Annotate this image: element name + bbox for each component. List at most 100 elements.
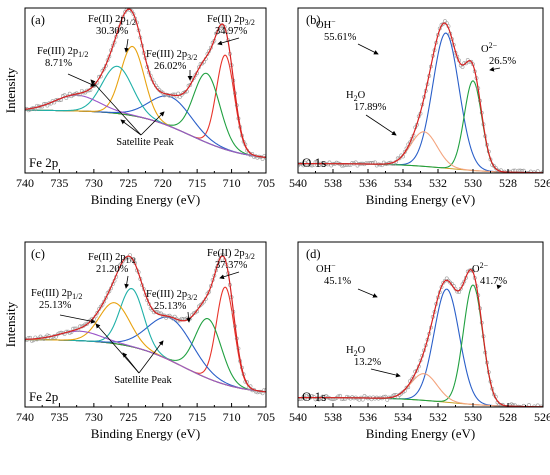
- peak-annotation: Fe(III) 2p1/2 8.71%: [37, 46, 88, 69]
- annotation-percent: 25.13%: [39, 300, 72, 311]
- x-tick-label: 534: [394, 410, 412, 424]
- annotation-subscript: 1/2: [78, 50, 88, 59]
- annotation-subscript: 3/2: [187, 293, 197, 302]
- data-point: [345, 394, 349, 399]
- x-tick-label: 526: [534, 176, 550, 190]
- peak-annotation: Fe(III) 2p1/2 25.13%: [31, 288, 82, 311]
- raw-data-points: [298, 268, 543, 407]
- plot-inner: [298, 19, 543, 173]
- data-point: [188, 83, 193, 87]
- data-point: [119, 261, 124, 266]
- annotation-percent: 25.13%: [154, 301, 187, 312]
- peak-annotation: O2− 41.7%: [472, 261, 507, 287]
- fit-component-2: [298, 80, 543, 173]
- annotation-subscript: 1/2: [126, 256, 136, 265]
- fit-component-1: [298, 32, 543, 173]
- annotation-superscript: −: [331, 261, 336, 270]
- x-tick-label: 538: [324, 410, 342, 424]
- x-tick-label: 705: [257, 410, 275, 424]
- satellite-peak-label: Satellite Peak: [114, 375, 172, 386]
- x-tick-label: 715: [188, 176, 206, 190]
- peak-annotation: O2− 26.5%: [481, 41, 516, 67]
- peak-annotation: H2O 13.2%: [346, 345, 381, 368]
- annotation-arrow: [370, 368, 401, 378]
- annotation-arrow: [59, 314, 96, 324]
- data-point: [95, 310, 100, 315]
- fit-component-1: [298, 288, 543, 407]
- x-tick-label: 735: [50, 410, 68, 424]
- x-tick-label: 710: [223, 410, 241, 424]
- panel-d: 540 538 536 534 532 530 528 526 Binding Energy (…: [289, 241, 550, 441]
- satellite-arrow: [122, 352, 140, 374]
- x-tick-label: 710: [223, 176, 241, 190]
- peak-annotation: Fe(II) 2p1/2 30.30%: [88, 14, 136, 37]
- annotation-arrow: [357, 288, 378, 298]
- annotation-subscript: 3/2: [187, 53, 197, 62]
- data-point: [464, 61, 468, 66]
- x-axis-label: Binding Energy (eV): [366, 192, 476, 207]
- x-tick-label: 720: [154, 410, 172, 424]
- x-axis-label: Binding Energy (eV): [366, 426, 476, 441]
- plot-inner: [25, 8, 266, 161]
- x-tick-label: 528: [499, 176, 517, 190]
- annotation-name: O: [481, 44, 489, 55]
- x-tick-label: 532: [429, 176, 447, 190]
- annotation-subscript: 3/2: [245, 18, 255, 27]
- annotation-name: Fe(II) 2p: [207, 14, 245, 25]
- annotation-arrow: [186, 311, 191, 323]
- corner-label: Fe 2p: [29, 155, 58, 170]
- x-tick-label: 740: [16, 176, 34, 190]
- annotation-percent: 55.61%: [324, 32, 357, 43]
- panel-a: 740 735 730 725 720 715 710 705 Binding Energy (…: [3, 7, 275, 207]
- x-axis-label: Binding Energy (eV): [91, 426, 201, 441]
- x-tick-label: 735: [50, 176, 68, 190]
- annotation-tail: O: [358, 90, 366, 101]
- peak-annotation: OH− 55.61%: [316, 17, 357, 43]
- data-point: [402, 150, 407, 154]
- annotation-name: Fe(III) 2p: [146, 49, 187, 60]
- x-tick-label: 720: [154, 176, 172, 190]
- annotation-superscript: 2−: [489, 41, 498, 50]
- annotation-percent: 41.7%: [480, 276, 507, 287]
- plot-area: [25, 8, 266, 161]
- x-tick-label: 536: [359, 176, 377, 190]
- envelope-line: [25, 255, 266, 393]
- plot-area: [298, 268, 543, 407]
- annotation-subscript: 1/2: [126, 18, 136, 27]
- fit-component-3: [25, 95, 266, 158]
- annotation-percent: 13.2%: [354, 357, 381, 368]
- x-tick-label: 725: [119, 410, 137, 424]
- data-point: [364, 161, 369, 166]
- peak-annotation: OH− 45.1%: [316, 261, 351, 287]
- satellite-arrow: [140, 111, 165, 136]
- plot-inner: [25, 253, 266, 396]
- x-tick-label: 526: [534, 410, 550, 424]
- x-tick-label: 532: [429, 410, 447, 424]
- corner-label: Fe 2p: [29, 389, 58, 404]
- data-point: [85, 322, 89, 326]
- envelope-line: [298, 22, 543, 173]
- annotation-name: Fe(III) 2p: [146, 289, 187, 300]
- annotation-percent: 26.5%: [489, 56, 516, 67]
- data-point: [303, 396, 307, 401]
- annotation-percent: 8.71%: [45, 58, 72, 69]
- x-tick-label: 705: [257, 176, 275, 190]
- data-point: [443, 19, 447, 24]
- x-tick-label: 730: [85, 410, 103, 424]
- x-axis-label: Binding Energy (eV): [91, 192, 201, 207]
- fit-component-2: [298, 284, 543, 407]
- data-point: [397, 156, 402, 161]
- x-tick-label: 540: [289, 410, 307, 424]
- panel-c: 740 735 730 725 720 715 710 705 Binding Energy (…: [3, 241, 275, 441]
- annotation-subscript: 2: [354, 94, 358, 103]
- satellite-arrow: [138, 340, 164, 374]
- annotation-name: O: [472, 264, 480, 275]
- y-axis-label: Intensity: [3, 67, 18, 113]
- panel-b: 540 538 536 534 532 530 528 526 Binding Energy (…: [289, 7, 550, 207]
- corner-label: O 1s: [302, 389, 326, 404]
- data-point: [104, 295, 108, 300]
- panel-label: (c): [31, 247, 45, 261]
- data-point: [183, 90, 187, 94]
